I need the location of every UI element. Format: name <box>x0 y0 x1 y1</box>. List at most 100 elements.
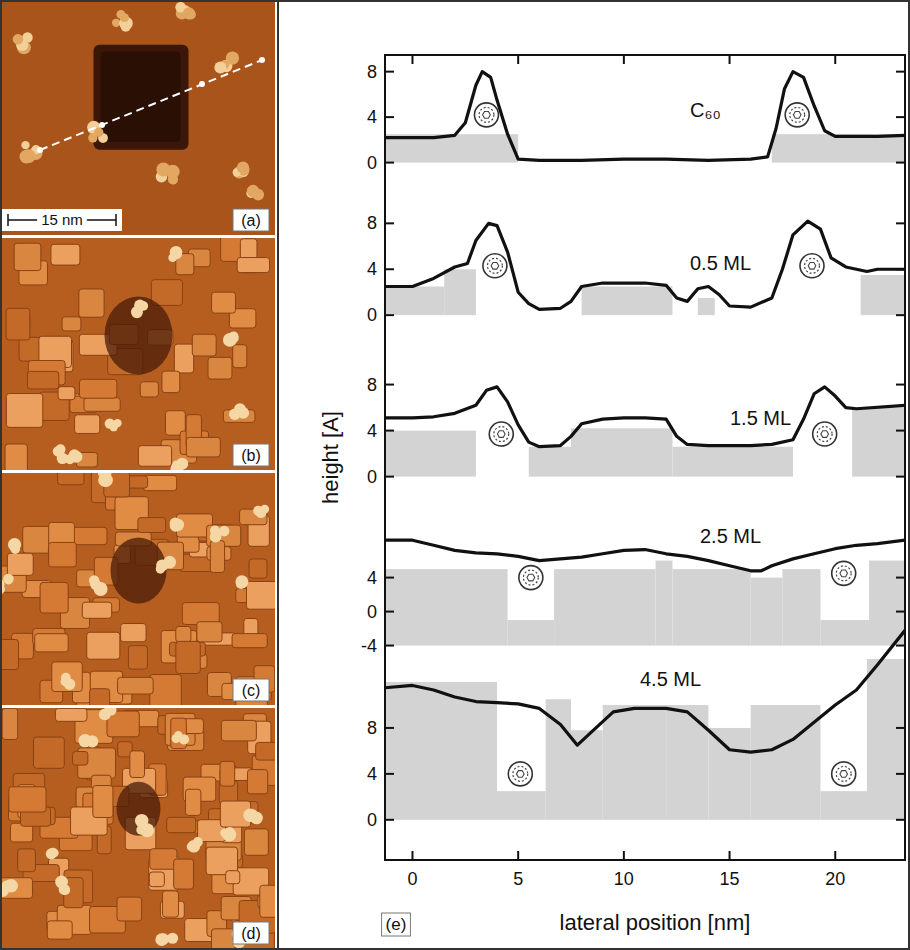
y-tick <box>896 476 905 478</box>
molecule-cluster <box>90 579 101 590</box>
film-island <box>93 786 113 818</box>
film-island <box>62 317 81 331</box>
film-island <box>212 292 236 313</box>
molecule-cluster <box>155 933 168 946</box>
film-island <box>73 527 107 544</box>
molecule-shell <box>785 103 809 127</box>
molecule-ring <box>790 107 805 122</box>
x-tick <box>729 851 731 860</box>
film-island <box>211 929 234 948</box>
x-tick <box>834 851 836 860</box>
figure-root: (a)15 nm(b)(c)(d)048C₆₀0480.5 ML0481.5 M… <box>0 0 910 950</box>
panel-label: (e) <box>386 915 407 934</box>
molecule-cluster <box>170 246 183 259</box>
film-island <box>186 437 220 457</box>
vacancy-island <box>94 45 189 150</box>
y-tick-label: 4 <box>367 107 377 127</box>
panel-label-box <box>233 679 269 701</box>
height-profile <box>385 540 905 571</box>
molecule-cluster <box>110 423 118 431</box>
molecule-hexagon <box>527 574 535 581</box>
c60-molecule <box>474 103 498 127</box>
y-tick <box>896 222 905 224</box>
molecule-cluster <box>21 141 29 149</box>
molecule-shell <box>813 422 837 446</box>
y-tick <box>385 116 394 118</box>
y-tick-label: 0 <box>367 810 377 830</box>
film-layer <box>708 728 750 820</box>
film-island <box>182 603 219 625</box>
profile-title: 1.5 ML <box>730 407 791 429</box>
film-island <box>143 475 176 490</box>
x-axis-title: lateral position [nm] <box>560 910 751 935</box>
y-tick-label: 4 <box>367 764 377 784</box>
film-island <box>72 751 87 765</box>
stm-image <box>2 2 275 235</box>
x-tick <box>729 55 731 64</box>
c60-molecule <box>489 422 513 446</box>
profile-plot <box>385 72 905 163</box>
column-divider <box>277 1 279 949</box>
molecule-cluster <box>135 814 149 828</box>
stm-image <box>2 473 275 705</box>
y-tick-label: 8 <box>367 375 377 395</box>
y-tick <box>896 116 905 118</box>
y-tick <box>896 611 905 613</box>
film-layer <box>867 659 905 820</box>
film-layer <box>861 275 905 315</box>
film-island <box>244 829 268 855</box>
y-tick <box>385 819 394 821</box>
molecule-hexagon <box>516 771 524 778</box>
vacancy-island <box>105 296 173 374</box>
image-ground <box>2 708 275 948</box>
molecule-cluster <box>247 185 259 197</box>
profile-title: 2.5 ML <box>700 525 761 547</box>
film-layer <box>554 569 655 645</box>
molecule-shell <box>474 103 498 127</box>
film-island <box>151 280 182 306</box>
y-tick <box>385 430 394 432</box>
molecule-hexagon <box>483 112 491 119</box>
film-island <box>47 921 72 939</box>
film-island <box>233 345 247 368</box>
film-island <box>40 582 68 613</box>
film-layer <box>508 620 555 645</box>
molecule-cluster <box>2 579 4 590</box>
y-tick <box>896 727 905 729</box>
molecule-ring <box>487 258 502 273</box>
film-island <box>176 627 191 643</box>
c60-molecule <box>508 762 532 786</box>
molecule-cluster <box>210 531 222 543</box>
film-island <box>208 357 232 379</box>
molecule-cluster <box>236 579 246 589</box>
molecule-shell <box>489 422 513 446</box>
molecule-hexagon <box>497 431 505 438</box>
profile-plot <box>385 221 905 315</box>
film-island <box>210 541 224 573</box>
molecule-ring <box>805 258 820 273</box>
molecule-cluster <box>3 574 14 585</box>
film-island <box>246 581 275 609</box>
film-layer <box>444 269 476 315</box>
molecule-cluster <box>183 7 195 19</box>
x-tick <box>623 851 625 860</box>
y-tick-label: 0 <box>367 153 377 173</box>
panel-label: (a) <box>241 212 261 229</box>
vacancy-island <box>117 782 161 836</box>
molecule-cluster <box>22 149 36 163</box>
stm-image <box>2 238 275 470</box>
film-island <box>14 243 41 270</box>
stm-image <box>2 708 275 948</box>
film-island <box>186 789 201 815</box>
vacancy-island <box>101 52 181 142</box>
molecule-cluster <box>64 678 76 690</box>
film-layer <box>385 569 508 645</box>
molecule-cluster <box>222 828 236 842</box>
molecule-ring <box>513 766 528 781</box>
molecule-ring <box>523 570 538 585</box>
film-layer <box>852 408 905 477</box>
molecule-hexagon <box>808 263 816 270</box>
film-island <box>260 885 275 917</box>
molecule-cluster <box>13 34 24 45</box>
film-island <box>256 742 275 760</box>
